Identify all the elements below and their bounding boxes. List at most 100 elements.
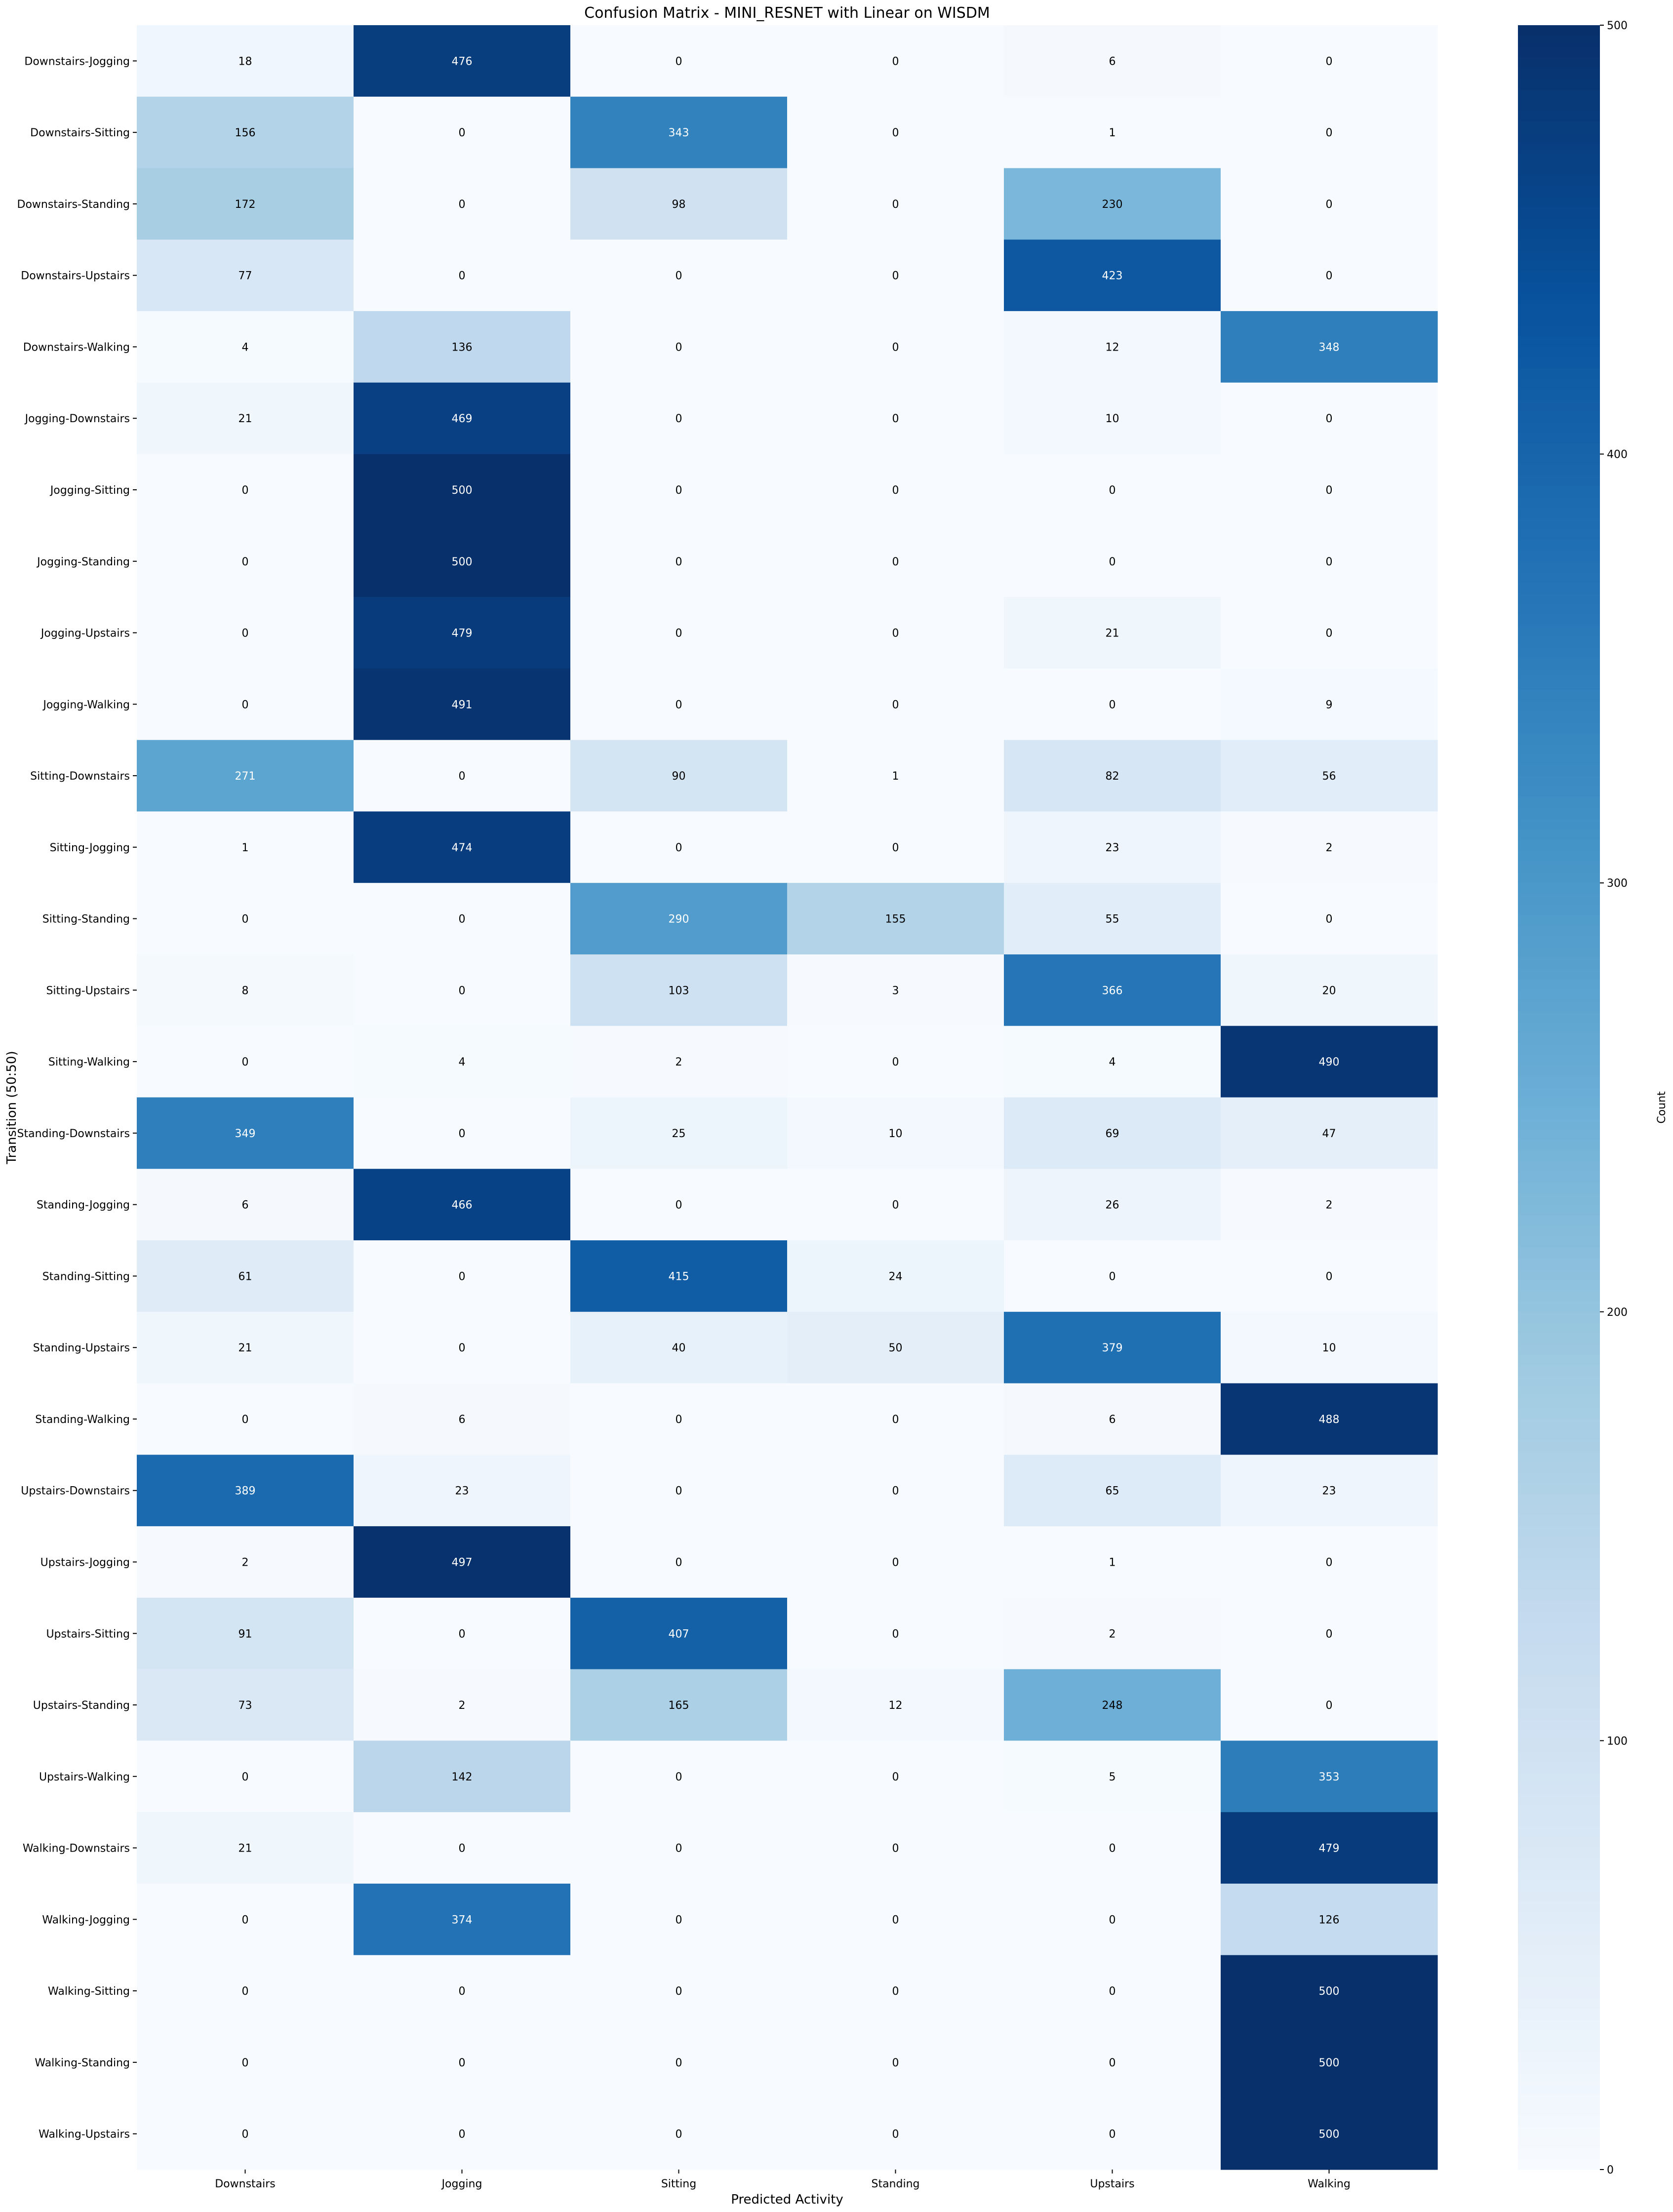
x-axis-label: Predicted Activity: [731, 2192, 843, 2207]
colorbar-tick-label: 100: [1607, 1735, 1628, 1747]
colorbar-segment: [1518, 1472, 1600, 1484]
heatmap-cell: [1004, 311, 1221, 383]
colorbar-segment: [1518, 1322, 1600, 1334]
colorbar-segment: [1518, 1151, 1600, 1162]
y-tick-label: Downstairs-Standing: [17, 198, 130, 211]
heatmap-cell: [354, 96, 571, 169]
colorbar-segment: [1518, 1247, 1600, 1259]
colorbar-segment: [1518, 1129, 1600, 1141]
heatmap-cell: [1221, 25, 1438, 97]
colorbar-segment: [1518, 336, 1600, 348]
heatmap-cell: [354, 311, 571, 383]
heatmap-cell: [787, 883, 1004, 955]
heatmap-cell: [1004, 1883, 1221, 1956]
colorbar-segment: [1518, 647, 1600, 658]
cell-value-label: 98: [672, 198, 686, 211]
cell-value-label: 0: [676, 1771, 682, 1783]
cell-value-label: 0: [892, 1485, 899, 1498]
colorbar-segment: [1518, 325, 1600, 337]
heatmap-cell: [354, 1097, 571, 1169]
colorbar-segment: [1518, 1386, 1600, 1398]
heatmap-cell: [137, 25, 354, 97]
colorbar-segment: [1518, 1891, 1600, 1902]
cell-value-label: 0: [1326, 127, 1333, 139]
colorbar-segment: [1518, 1140, 1600, 1151]
colorbar-segment: [1518, 893, 1600, 905]
x-tick-label: Standing: [871, 2178, 919, 2190]
heatmap-cell: [570, 1812, 788, 1884]
heatmap-cell: [354, 954, 571, 1027]
colorbar-segment: [1518, 1708, 1600, 1720]
colorbar-segment: [1518, 1665, 1600, 1677]
cell-value-label: 497: [452, 1556, 473, 1569]
cell-value-label: 348: [1319, 341, 1340, 354]
cell-value-label: 0: [242, 1771, 249, 1783]
heatmap-cell: [1004, 1311, 1221, 1384]
colorbar-segment: [1518, 347, 1600, 358]
colorbar-segment: [1518, 25, 1600, 37]
y-tick-label: Walking-Standing: [35, 2057, 130, 2069]
colorbar-segment: [1518, 1998, 1600, 2010]
colorbar-segment: [1518, 797, 1600, 808]
heatmap-cell: [137, 1455, 354, 1527]
heatmap-cell: [1004, 1383, 1221, 1455]
cell-value-label: 10: [1322, 1342, 1336, 1354]
colorbar-segment: [1518, 197, 1600, 208]
x-tick-label: Walking: [1308, 2178, 1351, 2190]
colorbar-segment: [1518, 1054, 1600, 1066]
heatmap-cell: [354, 168, 571, 240]
colorbar-segment: [1518, 840, 1600, 851]
cell-value-label: 0: [892, 1985, 899, 1998]
y-tick-label: Sitting-Downstairs: [30, 770, 130, 783]
colorbar-segment: [1518, 1483, 1600, 1495]
heatmap-cell: [137, 1812, 354, 1884]
colorbar-segment: [1518, 207, 1600, 219]
heatmap-cell: [1004, 1526, 1221, 1598]
colorbar-segment: [1518, 293, 1600, 305]
cell-value-label: 8: [242, 985, 249, 997]
y-tick-label: Jogging-Downstairs: [24, 413, 130, 425]
heatmap-cell: [787, 597, 1004, 669]
cell-value-label: 55: [1106, 913, 1119, 926]
heatmap-cell: [137, 1669, 354, 1741]
heatmap-cell: [1004, 954, 1221, 1027]
cell-value-label: 0: [459, 127, 466, 139]
heatmap-cell: [787, 1812, 1004, 1884]
colorbar-segment: [1518, 1901, 1600, 1913]
cell-value-label: 0: [676, 55, 682, 68]
colorbar-segment: [1518, 561, 1600, 573]
heatmap-cell: [1004, 454, 1221, 526]
colorbar-segment: [1518, 304, 1600, 316]
colorbar-segment: [1518, 1161, 1600, 1173]
heatmap-cell: [570, 239, 788, 312]
cell-value-label: 474: [452, 842, 473, 854]
cell-value-label: 0: [459, 1128, 466, 1140]
cell-value-label: 0: [459, 2057, 466, 2069]
cell-value-label: 0: [676, 413, 682, 425]
cell-value-label: 0: [892, 1628, 899, 1640]
heatmap-cell: [787, 311, 1004, 383]
heatmap-cell: [787, 1883, 1004, 1956]
colorbar-segment: [1518, 1118, 1600, 1130]
heatmap-cell: [787, 96, 1004, 169]
colorbar-segment: [1518, 990, 1600, 1001]
cell-value-label: 0: [676, 1914, 682, 1926]
heatmap-cell: [137, 1311, 354, 1384]
heatmap-cell: [137, 883, 354, 955]
colorbar-segment: [1518, 143, 1600, 155]
cell-value-label: 0: [1326, 270, 1333, 282]
colorbar-segment: [1518, 701, 1600, 712]
colorbar-segment: [1518, 1655, 1600, 1666]
y-tick-label: Jogging-Standing: [36, 556, 130, 568]
colorbar-segment: [1518, 1869, 1600, 1881]
cell-value-label: 490: [1319, 1056, 1340, 1068]
heatmap-cell: [137, 525, 354, 597]
heatmap-cell: [570, 1383, 788, 1455]
heatmap-cell: [354, 2026, 571, 2098]
colorbar-segment: [1518, 1011, 1600, 1023]
heatmap-cell: [137, 382, 354, 455]
cell-value-label: 0: [892, 127, 899, 139]
colorbar-segment: [1518, 1783, 1600, 1795]
cell-value-label: 353: [1319, 1771, 1340, 1783]
heatmap-cell: [1221, 1883, 1438, 1956]
